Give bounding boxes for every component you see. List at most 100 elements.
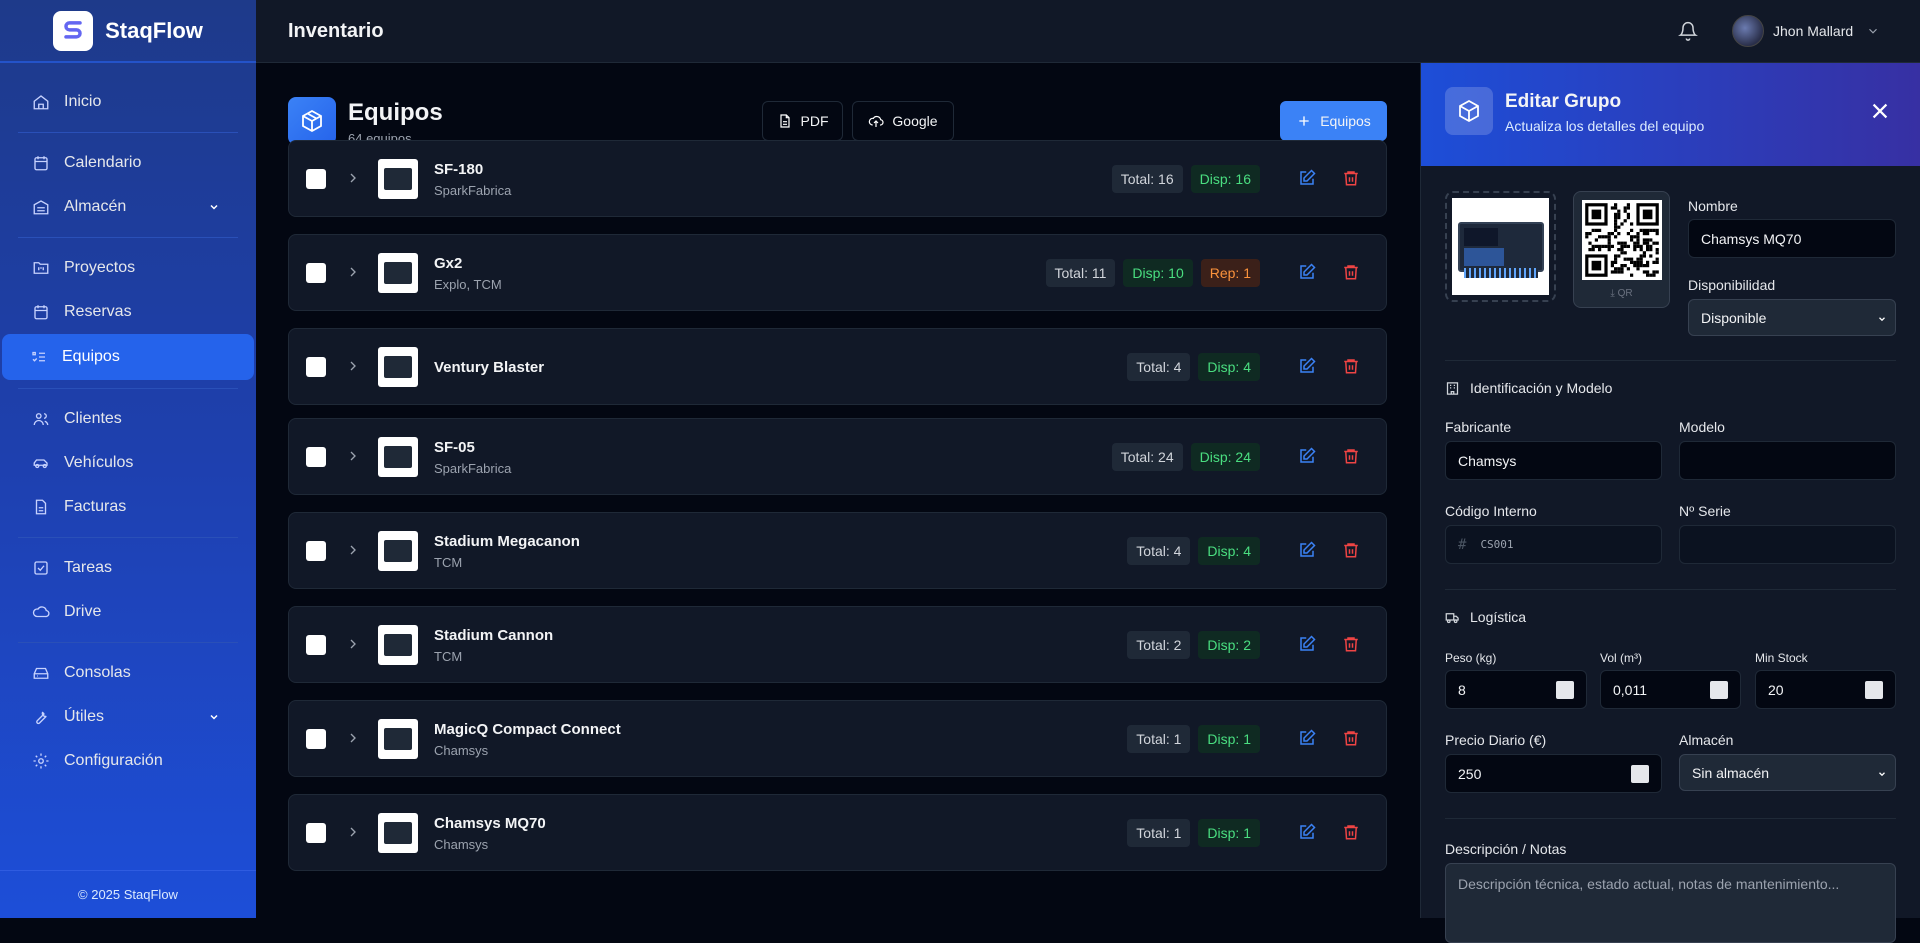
edit-icon[interactable]	[1298, 447, 1316, 465]
sidebar-item-proyectos[interactable]: Proyectos	[0, 246, 256, 290]
sidebar-item-inicio[interactable]: Inicio	[0, 80, 256, 124]
google-button[interactable]: Google	[852, 101, 954, 141]
equipo-row[interactable]: Chamsys MQ70 Chamsys Total: 1 Disp: 1	[288, 794, 1387, 871]
equipo-row[interactable]: Stadium Megacanon TCM Total: 4 Disp: 4	[288, 512, 1387, 589]
equipo-row[interactable]: SF-180 SparkFabrica Total: 16 Disp: 16	[288, 140, 1387, 217]
row-checkbox[interactable]	[306, 729, 326, 749]
qr-download[interactable]: ⤓ QR	[1610, 288, 1633, 299]
trash-icon[interactable]	[1342, 635, 1360, 653]
edit-icon[interactable]	[1298, 169, 1316, 187]
sidebar-item-consolas[interactable]: Consolas	[0, 651, 256, 695]
stepper[interactable]	[1710, 681, 1728, 699]
image-upload[interactable]	[1445, 191, 1556, 302]
row-checkbox[interactable]	[306, 263, 326, 283]
add-equipo-button[interactable]: Equipos	[1280, 101, 1387, 141]
sidebar-item-almacen[interactable]: Almacén	[0, 185, 256, 229]
row-checkbox[interactable]	[306, 447, 326, 467]
logo[interactable]: StaqFlow	[0, 0, 256, 63]
divider	[18, 537, 238, 538]
product-image	[1452, 198, 1549, 295]
trash-icon[interactable]	[1342, 169, 1360, 187]
row-checkbox[interactable]	[306, 169, 326, 189]
truck-icon	[1445, 612, 1459, 623]
sidebar-item-reservas[interactable]: Reservas	[0, 290, 256, 334]
descripcion-textarea[interactable]: Descripción técnica, estado actual, nota…	[1445, 863, 1896, 943]
sidebar-item-label: Inicio	[64, 93, 102, 110]
chevron-right-icon[interactable]	[345, 170, 361, 186]
sidebar: StaqFlow Inicio Calendario Almacén Proyecto…	[0, 0, 256, 918]
vol-input[interactable]: 0,011	[1600, 670, 1741, 709]
disponibilidad-select[interactable]: Disponible	[1688, 299, 1896, 336]
row-checkbox[interactable]	[306, 541, 326, 561]
trash-icon[interactable]	[1342, 729, 1360, 747]
chevron-right-icon[interactable]	[345, 824, 361, 840]
equipo-row[interactable]: Gx2 Explo, TCM Total: 11 Disp: 10 Rep: 1	[288, 234, 1387, 311]
chevron-right-icon[interactable]	[345, 542, 361, 558]
sidebar-item-label: Almacén	[64, 198, 127, 215]
equipo-row[interactable]: SF-05 SparkFabrica Total: 24 Disp: 24	[288, 418, 1387, 495]
equipo-row[interactable]: MagicQ Compact Connect Chamsys Total: 1 Dis…	[288, 700, 1387, 777]
serie-input[interactable]	[1679, 525, 1896, 564]
sidebar-item-tareas[interactable]: Tareas	[0, 546, 256, 590]
sidebar-item-calendario[interactable]: Calendario	[0, 141, 256, 185]
peso-input[interactable]: 8	[1445, 670, 1587, 709]
sidebar-item-utiles[interactable]: Útiles	[0, 695, 256, 739]
trash-icon[interactable]	[1342, 263, 1360, 281]
chevron-down-icon[interactable]	[208, 711, 220, 723]
chevron-right-icon[interactable]	[345, 448, 361, 464]
trash-icon[interactable]	[1342, 357, 1360, 375]
min-stock-label: Min Stock	[1755, 651, 1808, 665]
sidebar-item-facturas[interactable]: Facturas	[0, 485, 256, 529]
trash-icon[interactable]	[1342, 447, 1360, 465]
sidebar-item-label: Clientes	[64, 410, 122, 427]
chevron-down-icon[interactable]	[1866, 24, 1880, 38]
sidebar-item-configuracion[interactable]: Configuración	[0, 739, 256, 783]
row-checkbox[interactable]	[306, 357, 326, 377]
trash-icon[interactable]	[1342, 541, 1360, 559]
stepper[interactable]	[1556, 681, 1574, 699]
sidebar-item-drive[interactable]: Drive	[0, 590, 256, 634]
bell-icon[interactable]	[1678, 20, 1698, 42]
chevron-right-icon[interactable]	[345, 264, 361, 280]
chevron-down-icon[interactable]	[208, 201, 220, 213]
stepper[interactable]	[1865, 681, 1883, 699]
nombre-input[interactable]: Chamsys MQ70	[1688, 219, 1896, 258]
qr-box[interactable]: ⤓ QR	[1573, 191, 1670, 308]
row-checkbox[interactable]	[306, 823, 326, 843]
edit-icon[interactable]	[1298, 541, 1316, 559]
close-icon[interactable]	[1869, 100, 1891, 122]
edit-icon[interactable]	[1298, 823, 1316, 841]
equipo-row[interactable]: Stadium Cannon TCM Total: 2 Disp: 2	[288, 606, 1387, 683]
avatar[interactable]	[1732, 15, 1764, 47]
min-stock-input[interactable]: 20	[1755, 670, 1896, 709]
sidebar-item-vehiculos[interactable]: Vehículos	[0, 441, 256, 485]
sidebar-item-equipos[interactable]: Equipos	[2, 334, 254, 380]
chevron-right-icon[interactable]	[345, 730, 361, 746]
pdf-button[interactable]: PDF	[762, 101, 843, 141]
section-logistica: Logística	[1445, 609, 1526, 625]
sidebar-item-label: Reservas	[64, 303, 132, 320]
precio-input[interactable]: 250	[1445, 754, 1662, 793]
edit-icon[interactable]	[1298, 263, 1316, 281]
trash-icon[interactable]	[1342, 823, 1360, 841]
edit-icon[interactable]	[1298, 635, 1316, 653]
wrench-icon	[36, 711, 47, 725]
fabricante-input[interactable]: Chamsys	[1445, 441, 1662, 480]
total-badge: Total: 11	[1045, 259, 1116, 287]
row-checkbox[interactable]	[306, 635, 326, 655]
chevron-right-icon[interactable]	[345, 358, 361, 374]
codigo-input[interactable]: # CS001	[1445, 525, 1662, 564]
disp-badge: Disp: 2	[1198, 631, 1260, 659]
edit-icon[interactable]	[1298, 729, 1316, 747]
almacen-label: Almacén	[1679, 732, 1734, 748]
modelo-input[interactable]	[1679, 441, 1896, 480]
equipo-row[interactable]: Ventury Blaster Total: 4 Disp: 4	[288, 328, 1387, 405]
sidebar-item-label: Calendario	[64, 154, 142, 171]
almacen-select[interactable]: Sin almacén	[1679, 754, 1896, 791]
edit-icon[interactable]	[1298, 357, 1316, 375]
stepper[interactable]	[1631, 765, 1649, 783]
sidebar-item-clientes[interactable]: Clientes	[0, 397, 256, 441]
user-name[interactable]: Jhon Mallard	[1773, 23, 1854, 39]
codigo-value: CS001	[1480, 538, 1514, 551]
chevron-right-icon[interactable]	[345, 636, 361, 652]
